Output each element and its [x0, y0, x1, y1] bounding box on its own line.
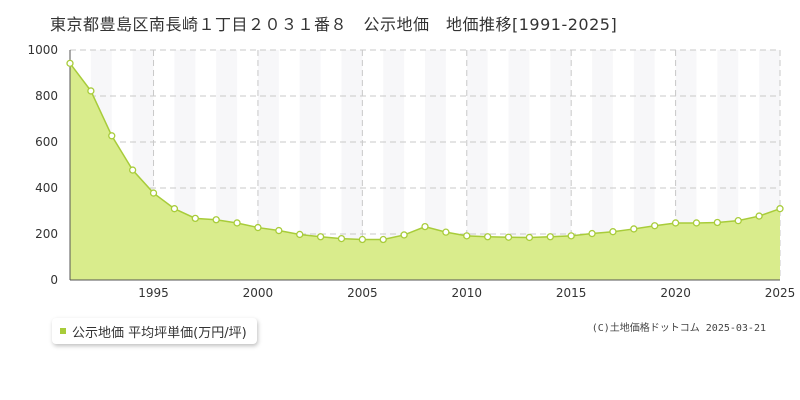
chart-title: 東京都豊島区南長崎１丁目２０３１番８ 公示地価 地価推移[1991-2025]	[50, 15, 618, 34]
data-point	[316, 233, 325, 241]
legend-swatch	[60, 328, 66, 334]
copyright-text: (C)土地価格ドットコム 2025-03-21	[591, 323, 766, 334]
data-point	[609, 228, 617, 236]
year-stripe	[425, 50, 446, 280]
data-point	[191, 214, 199, 223]
data-point	[671, 219, 680, 227]
data-point	[212, 216, 220, 224]
legend: 公示地価 平均坪単価(万円/坪)	[52, 318, 257, 344]
x-tick-label: 2025	[765, 286, 796, 300]
year-stripe	[466, 50, 488, 280]
x-tick-label: 2010	[451, 286, 482, 300]
x-tick-label: 2020	[660, 286, 691, 300]
y-tick-label: 600	[35, 135, 58, 149]
data-point	[567, 232, 575, 240]
y-tick-label: 800	[35, 89, 58, 103]
x-tick-label: 1995	[138, 286, 169, 300]
year-stripe	[257, 50, 279, 280]
x-tick-label: 2000	[243, 286, 274, 300]
data-point	[358, 235, 367, 244]
data-point	[379, 235, 387, 244]
year-stripe	[383, 50, 405, 280]
y-tick-label: 400	[35, 181, 58, 195]
data-point	[254, 223, 262, 232]
data-point	[651, 222, 659, 230]
data-point	[734, 217, 742, 225]
data-point	[525, 233, 534, 242]
year-stripe	[592, 50, 613, 280]
y-tick-label: 1000	[27, 43, 58, 57]
data-point	[755, 212, 763, 220]
x-tick-label: 2005	[347, 286, 378, 300]
year-stripe	[633, 50, 655, 280]
data-point	[66, 59, 74, 67]
data-point	[87, 87, 95, 95]
y-tick-label: 200	[35, 227, 58, 241]
data-point	[233, 219, 241, 227]
data-point	[296, 230, 304, 239]
y-tick-label: 0	[50, 273, 58, 287]
legend-label: 公示地価 平均坪単価(万円/坪)	[72, 325, 247, 341]
year-stripe	[550, 50, 572, 280]
data-point	[149, 189, 158, 197]
data-point	[692, 219, 701, 227]
data-point	[108, 132, 116, 140]
data-point	[128, 166, 137, 174]
year-stripe	[341, 50, 363, 280]
data-point	[421, 222, 429, 231]
data-point	[630, 225, 638, 233]
data-point	[546, 233, 554, 241]
data-point	[483, 233, 492, 241]
data-point	[588, 229, 596, 238]
x-tick-label: 2015	[556, 286, 587, 300]
data-point	[337, 234, 346, 243]
data-point	[442, 228, 450, 236]
data-point	[275, 226, 283, 235]
year-stripe	[508, 50, 530, 280]
data-point	[170, 205, 179, 213]
data-point	[504, 233, 513, 241]
data-point	[463, 232, 471, 240]
data-point	[400, 231, 408, 239]
data-point	[713, 218, 722, 227]
year-stripe	[299, 50, 321, 280]
data-point	[776, 205, 784, 213]
